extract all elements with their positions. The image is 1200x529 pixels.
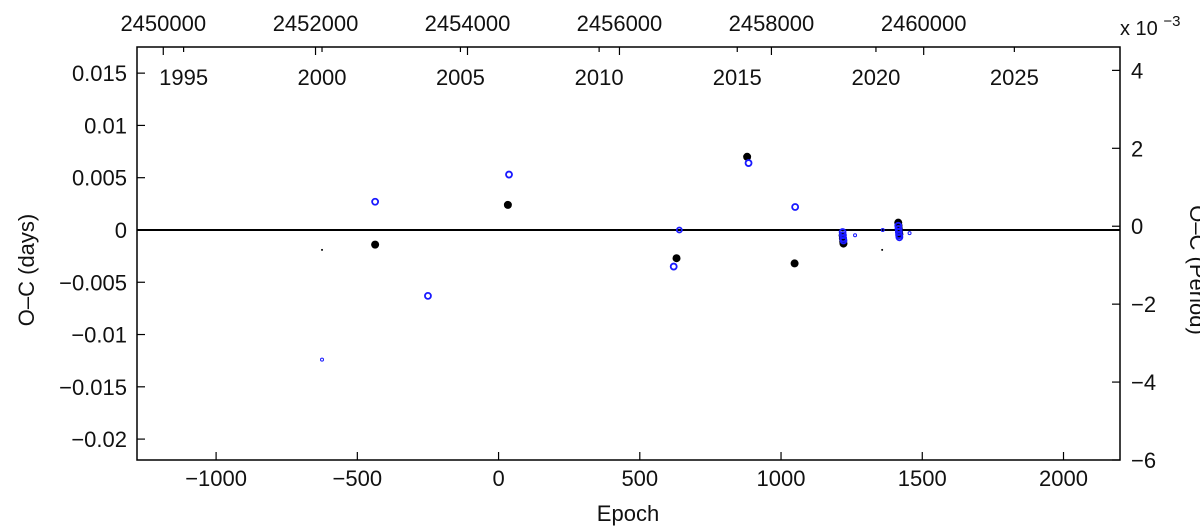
data-point-open: [669, 262, 678, 271]
data-point-filled: [790, 259, 799, 268]
data-point-filled: [321, 248, 324, 251]
data-point-filled: [672, 254, 681, 263]
jd-tick-label: 2452000: [273, 11, 359, 36]
y-tick-label: −0.02: [71, 427, 127, 452]
data-point-filled: [503, 200, 512, 209]
y2-tick-label: −6: [1131, 448, 1156, 473]
data-point-open: [320, 357, 325, 362]
data-point-open: [424, 291, 432, 300]
x-tick-label: 500: [621, 466, 658, 491]
data-point-open: [371, 197, 380, 206]
data-point-open: [791, 203, 800, 211]
data-point-filled: [371, 240, 380, 249]
y-tick-label: −0.015: [59, 375, 127, 400]
year-tick-label: 2010: [575, 65, 624, 90]
data-point-open: [839, 236, 848, 245]
jd-tick-label: 2458000: [729, 11, 815, 36]
y-tick-label: 0.01: [84, 113, 127, 138]
plot-frame: [136, 46, 1121, 461]
axes-layer: [136, 46, 1121, 461]
jd-tick-label: 2454000: [425, 11, 511, 36]
data-point-open: [505, 170, 513, 179]
data-point-filled: [743, 152, 752, 161]
y-tick-label: 0.005: [72, 166, 127, 191]
x-tick-label: 2000: [1039, 466, 1088, 491]
y2-axis-title: O–C (Period): [1185, 205, 1200, 335]
year-tick-label: 2005: [436, 65, 485, 90]
data-points-layer: [320, 152, 912, 362]
x-tick-label: 1500: [898, 466, 947, 491]
year-tick-label: 2025: [990, 65, 1039, 90]
year-tick-label: 2000: [298, 65, 347, 90]
y-tick-label: 0.015: [72, 61, 127, 86]
x-tick-label: −1000: [185, 466, 247, 491]
jd-tick-label: 2450000: [120, 11, 206, 36]
x-tick-label: 0: [492, 466, 504, 491]
data-point-open: [675, 226, 683, 234]
data-point-open: [853, 233, 858, 238]
jd-tick-label: 2460000: [881, 11, 967, 36]
year-tick-label: 1995: [159, 65, 208, 90]
ticks-layer: −1000 −500 0 500 1000 1500 2000 0.015 0.01 0.005 0…: [59, 11, 1156, 491]
y2-tick-label: 0: [1131, 214, 1143, 239]
y-tick-label: −0.01: [71, 323, 127, 348]
y2-tick-label: 2: [1131, 136, 1143, 161]
x-tick-label: 1000: [757, 466, 806, 491]
y2-tick-label: −4: [1131, 370, 1156, 395]
y2-scale-base: x 10: [1120, 18, 1158, 40]
y-axis-title: O–C (days): [14, 214, 39, 326]
y2-scale-exponent: −3: [1163, 13, 1180, 30]
year-tick-label: 2020: [851, 65, 900, 90]
y2-tick-label: 4: [1131, 58, 1143, 83]
data-point-filled: [881, 248, 884, 251]
labels-layer: Epoch O–C (days) O–C (Period) x 10 −3: [14, 13, 1200, 526]
data-point-open: [744, 159, 753, 167]
data-point-open: [895, 233, 904, 242]
x-axis-title: Epoch: [597, 501, 659, 526]
y-tick-label: −0.005: [59, 270, 127, 295]
jd-tick-label: 2456000: [577, 11, 663, 36]
y2-scale-factor: x 10 −3: [1120, 13, 1180, 40]
year-tick-label: 2015: [713, 65, 762, 90]
data-point-open: [880, 227, 885, 232]
x-tick-label: −500: [333, 466, 383, 491]
y2-tick-label: −2: [1131, 292, 1156, 317]
y-tick-label: 0: [115, 218, 127, 243]
data-point-open: [907, 231, 912, 236]
